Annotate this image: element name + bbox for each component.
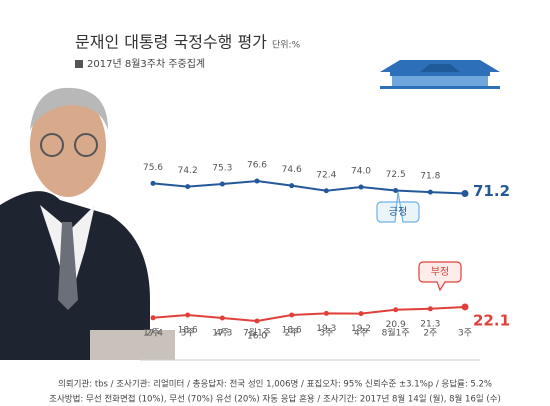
value-label: 22.1 bbox=[473, 311, 510, 329]
value-label: 18.6 bbox=[178, 326, 198, 336]
subtitle-marker bbox=[75, 60, 83, 68]
unit-label: 단위:% bbox=[272, 40, 301, 51]
x-tick-label: 4주 bbox=[354, 328, 368, 339]
x-tick-label: 2주 bbox=[285, 328, 299, 339]
chart-title: 문재인 대통령 국정수행 평가 bbox=[75, 33, 267, 52]
legend-label: 부정 bbox=[431, 266, 449, 278]
chart-subtitle: 2017년 8월3주차 주중집계 bbox=[87, 58, 205, 70]
value-label: 75.3 bbox=[212, 164, 232, 174]
point bbox=[427, 189, 433, 195]
x-tick-label: 3주 bbox=[181, 328, 195, 339]
value-label: 75.6 bbox=[143, 163, 163, 173]
value-label: 74.6 bbox=[282, 165, 302, 175]
point bbox=[185, 184, 191, 190]
point bbox=[427, 306, 433, 312]
x-tick-label: 2주 bbox=[423, 328, 437, 339]
point bbox=[254, 178, 260, 184]
footnote: 의뢰기관: tbs / 조사기관: 리얼미터 / 총응답자: 전국 성인 1,0… bbox=[58, 379, 492, 390]
x-tick-label: 7월1주 bbox=[243, 327, 271, 339]
value-label: 19.2 bbox=[351, 324, 371, 334]
point bbox=[393, 188, 399, 194]
footnote: 조사방법: 무선 전화면접 (10%), 무선 (70%) 유선 (20%) 자… bbox=[49, 394, 501, 405]
point bbox=[323, 310, 329, 316]
point bbox=[358, 311, 364, 317]
point bbox=[393, 307, 399, 313]
series-line bbox=[152, 180, 466, 195]
portrait bbox=[0, 87, 175, 360]
x-tick-label: 3주 bbox=[458, 328, 472, 339]
value-label: 18.6 bbox=[282, 326, 302, 336]
point bbox=[289, 312, 295, 318]
legend-bubble bbox=[376, 191, 420, 223]
x-tick-label: 3주 bbox=[319, 328, 333, 339]
point bbox=[289, 183, 295, 189]
value-label: 17.4 bbox=[143, 328, 163, 338]
legend-bubble bbox=[418, 261, 462, 292]
value-label: 76.6 bbox=[247, 161, 267, 171]
building-emblem bbox=[380, 60, 500, 89]
point bbox=[150, 315, 156, 321]
value-label: 17.3 bbox=[212, 329, 232, 339]
point bbox=[358, 184, 364, 190]
value-label: 20.9 bbox=[386, 320, 406, 330]
value-label: 74.0 bbox=[351, 167, 371, 177]
value-label: 71.2 bbox=[473, 182, 510, 200]
point bbox=[219, 315, 225, 321]
point bbox=[185, 312, 191, 318]
point bbox=[150, 180, 156, 186]
point bbox=[461, 303, 469, 311]
value-label: 19.3 bbox=[316, 324, 336, 334]
x-tick-label: 8월1주 bbox=[382, 327, 410, 339]
x-tick-label: 4주 bbox=[215, 328, 229, 339]
point bbox=[461, 190, 469, 198]
point bbox=[323, 188, 329, 194]
value-label: 21.3 bbox=[420, 319, 440, 329]
value-label: 72.4 bbox=[316, 170, 336, 180]
point bbox=[219, 181, 225, 187]
point bbox=[254, 318, 260, 324]
value-label: 71.8 bbox=[420, 172, 440, 182]
value-label: 72.5 bbox=[386, 170, 406, 180]
value-label: 16.0 bbox=[247, 332, 267, 342]
legend-label: 긍정 bbox=[389, 206, 407, 218]
series-line bbox=[152, 305, 466, 323]
value-label: 74.2 bbox=[178, 166, 198, 176]
x-tick-label: 2주 bbox=[146, 328, 160, 339]
